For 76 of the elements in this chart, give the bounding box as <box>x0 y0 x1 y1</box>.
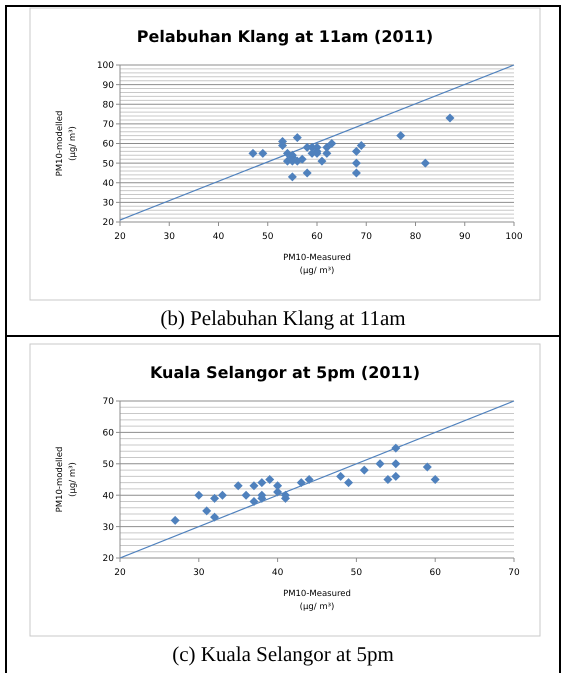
y-tick-label: 40 <box>102 178 114 189</box>
y-tick-label: 20 <box>102 554 114 564</box>
y-tick-label: 60 <box>102 140 114 150</box>
point <box>422 462 432 472</box>
x-tick-label: 70 <box>360 232 372 242</box>
y-tick-label: 90 <box>102 80 114 91</box>
point <box>249 481 258 490</box>
chart-title: Kuala Selangor at 5pm (2011) <box>150 363 420 382</box>
point <box>292 133 302 142</box>
y-tick-label: 60 <box>102 428 114 439</box>
y-tick-label: 50 <box>102 460 114 470</box>
point <box>242 490 251 500</box>
y-tick-label: 40 <box>102 491 114 502</box>
point <box>273 488 282 497</box>
point <box>234 481 243 490</box>
point <box>317 156 326 166</box>
point <box>202 506 212 516</box>
x-tick-label: 70 <box>508 568 520 578</box>
y-tick-label: 70 <box>102 397 114 408</box>
x-tick-label: 80 <box>410 232 422 242</box>
x-axis-title: PM10-Measured (μg/ m³) <box>283 589 351 612</box>
point <box>391 472 400 481</box>
point <box>445 113 454 122</box>
x-tick-label: 20 <box>114 232 126 242</box>
point <box>210 494 220 503</box>
x-axis-title: PM10-Measured (μg/ m³) <box>283 253 351 276</box>
point <box>396 131 406 140</box>
x-tick-label: 30 <box>193 568 205 578</box>
x-tick-label: 100 <box>505 232 523 242</box>
y-axis-title: PM10-modelled (μg/ m³) <box>55 446 78 512</box>
point <box>360 466 369 475</box>
x-tick-label: 40 <box>212 232 224 242</box>
point <box>352 168 361 178</box>
text: (c) Kuala Selangor at 5pm <box>172 642 394 666</box>
point <box>352 158 361 168</box>
point <box>344 478 354 488</box>
point <box>298 154 307 164</box>
point <box>170 516 180 525</box>
point <box>265 475 274 484</box>
x-tick-label: 50 <box>262 232 274 242</box>
point <box>336 472 346 481</box>
point <box>194 490 204 500</box>
x-tick-label: 50 <box>350 568 362 578</box>
x-tick-label: 60 <box>429 568 442 578</box>
y-tick-label: 70 <box>102 120 114 130</box>
x-tick-label: 40 <box>272 568 284 578</box>
point <box>210 512 220 522</box>
x-tick-label: 20 <box>114 568 126 578</box>
y-tick-label: 30 <box>102 198 114 209</box>
y-tick-label: 20 <box>102 218 114 228</box>
x-tick-label: 90 <box>459 232 471 242</box>
point <box>356 140 366 150</box>
point <box>248 148 258 158</box>
x-tick-label: 60 <box>311 232 323 242</box>
text: (b) Pelabuhan Klang at 11am <box>160 306 406 330</box>
point <box>249 496 258 506</box>
y-tick-label: 100 <box>96 61 114 72</box>
point <box>420 158 430 168</box>
y-tick-label: 30 <box>102 522 114 533</box>
point <box>430 475 440 484</box>
point <box>383 475 392 484</box>
point <box>288 172 297 182</box>
point <box>258 148 268 158</box>
y-tick-label: 80 <box>102 100 114 110</box>
point <box>218 490 227 500</box>
point <box>352 146 361 156</box>
point <box>391 459 400 468</box>
point <box>296 478 306 488</box>
y-tick-label: 50 <box>102 159 114 170</box>
point <box>302 168 312 178</box>
x-tick-label: 30 <box>164 232 176 242</box>
chart-title: Pelabuhan Klang at 11am (2011) <box>136 27 434 46</box>
y-axis-title: PM10-modelled (μg/ m³) <box>55 110 78 176</box>
point <box>257 478 266 488</box>
point <box>376 459 385 468</box>
point <box>327 139 336 148</box>
